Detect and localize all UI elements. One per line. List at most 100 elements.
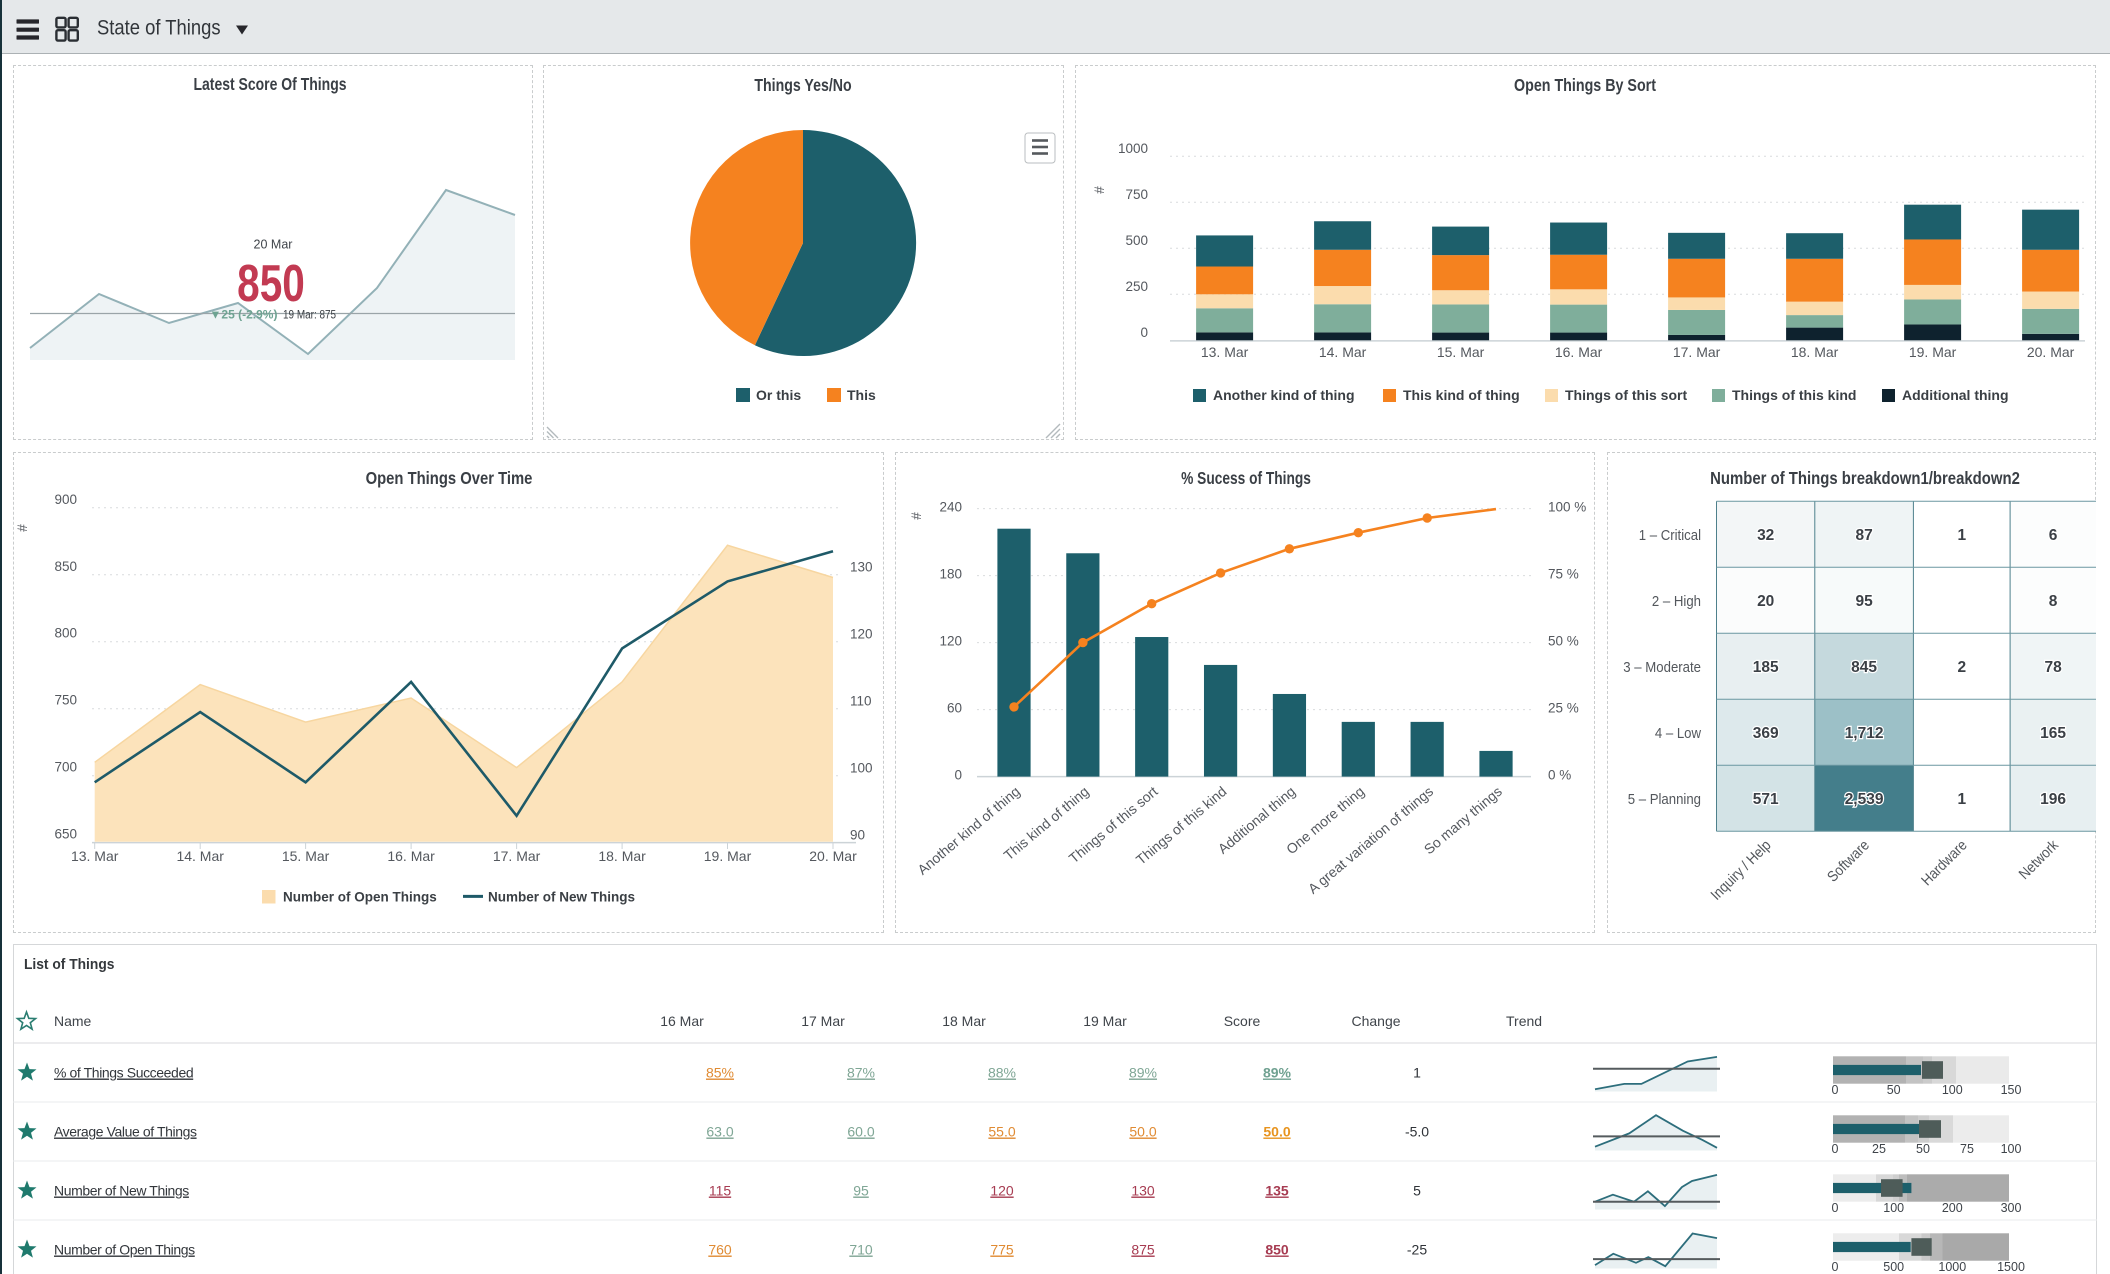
svg-text:1000: 1000 bbox=[1938, 1260, 1966, 1274]
svg-text:Another kind of thing: Another kind of thing bbox=[1213, 387, 1355, 403]
svg-text:18. Mar: 18. Mar bbox=[598, 848, 646, 864]
svg-text:185: 185 bbox=[1753, 659, 1779, 676]
svg-text:50 %: 50 % bbox=[1548, 634, 1579, 649]
svg-text:850: 850 bbox=[237, 254, 305, 312]
svg-text:87: 87 bbox=[1855, 527, 1872, 544]
svg-text:2: 2 bbox=[1957, 659, 1966, 676]
svg-text:850: 850 bbox=[54, 559, 77, 574]
svg-text:87%: 87% bbox=[847, 1065, 875, 1081]
svg-text:1: 1 bbox=[1413, 1065, 1421, 1081]
svg-text:90: 90 bbox=[850, 827, 865, 842]
svg-text:Average Value of Things: Average Value of Things bbox=[54, 1124, 197, 1140]
svg-text:This kind of thing: This kind of thing bbox=[1403, 387, 1520, 403]
svg-text:8: 8 bbox=[2049, 593, 2058, 610]
svg-text:900: 900 bbox=[54, 492, 77, 507]
svg-text:Number of New Things: Number of New Things bbox=[54, 1183, 189, 1199]
svg-text:1: 1 bbox=[1957, 527, 1966, 544]
svg-text:14. Mar: 14. Mar bbox=[176, 848, 224, 864]
svg-text:1,712: 1,712 bbox=[1845, 725, 1884, 742]
svg-text:1: 1 bbox=[1957, 791, 1966, 808]
svg-text:875: 875 bbox=[1131, 1242, 1155, 1258]
svg-text:760: 760 bbox=[708, 1242, 732, 1258]
svg-text:95: 95 bbox=[1855, 593, 1873, 610]
svg-text:750: 750 bbox=[1125, 187, 1148, 202]
svg-text:Additional thing: Additional thing bbox=[1902, 387, 2009, 403]
svg-text:110: 110 bbox=[850, 694, 872, 709]
svg-text:Number of Open Things: Number of Open Things bbox=[283, 890, 437, 905]
svg-text:63.0: 63.0 bbox=[706, 1124, 733, 1140]
svg-text:#: # bbox=[15, 524, 30, 532]
svg-text:#: # bbox=[1092, 186, 1107, 194]
svg-text:13. Mar: 13. Mar bbox=[1201, 344, 1249, 360]
svg-text:0: 0 bbox=[954, 768, 962, 783]
svg-text:Score: Score bbox=[1224, 1013, 1261, 1029]
svg-text:300: 300 bbox=[2001, 1201, 2022, 1215]
svg-text:500: 500 bbox=[1125, 233, 1148, 248]
svg-text:17. Mar: 17. Mar bbox=[1673, 344, 1721, 360]
svg-text:0: 0 bbox=[1832, 1201, 1839, 1215]
svg-text:60: 60 bbox=[947, 701, 962, 716]
svg-text:19 Mar: 19 Mar bbox=[1083, 1013, 1127, 1029]
svg-text:100 %: 100 % bbox=[1548, 500, 1586, 515]
svg-text:Network: Network bbox=[2015, 836, 2062, 883]
svg-text:% Sucess of Things: % Sucess of Things bbox=[1181, 470, 1311, 489]
svg-text:60.0: 60.0 bbox=[847, 1124, 874, 1140]
svg-text:845: 845 bbox=[1851, 659, 1877, 676]
svg-text:16 Mar: 16 Mar bbox=[660, 1013, 704, 1029]
svg-text:Change: Change bbox=[1351, 1013, 1400, 1029]
svg-text:100: 100 bbox=[2001, 1142, 2022, 1156]
svg-text:115: 115 bbox=[709, 1183, 732, 1199]
svg-text:100: 100 bbox=[1942, 1083, 1963, 1097]
svg-text:750: 750 bbox=[54, 693, 77, 708]
svg-text:17 Mar: 17 Mar bbox=[801, 1013, 845, 1029]
svg-text:50: 50 bbox=[1887, 1083, 1901, 1097]
svg-text:1000: 1000 bbox=[1118, 141, 1148, 156]
svg-text:13. Mar: 13. Mar bbox=[71, 848, 119, 864]
svg-text:1 – Critical: 1 – Critical bbox=[1639, 526, 1701, 543]
svg-text:Trend: Trend bbox=[1506, 1013, 1542, 1029]
svg-text:89%: 89% bbox=[1263, 1065, 1292, 1081]
svg-text:850: 850 bbox=[1265, 1242, 1289, 1258]
svg-text:120: 120 bbox=[990, 1183, 1014, 1199]
svg-text:1500: 1500 bbox=[1997, 1260, 2025, 1274]
svg-text:16. Mar: 16. Mar bbox=[387, 848, 435, 864]
svg-text:50.0: 50.0 bbox=[1129, 1124, 1156, 1140]
svg-text:75: 75 bbox=[1960, 1142, 1974, 1156]
svg-text:Number of Things breakdown1/br: Number of Things breakdown1/breakdown2 bbox=[1710, 469, 2020, 488]
svg-text:A great variation of things: A great variation of things bbox=[1305, 783, 1436, 897]
svg-text:0: 0 bbox=[1832, 1260, 1839, 1274]
svg-text:Open Things By Sort: Open Things By Sort bbox=[1514, 77, 1657, 96]
svg-text:15. Mar: 15. Mar bbox=[1437, 344, 1485, 360]
svg-text:0: 0 bbox=[1832, 1083, 1839, 1097]
svg-text:20. Mar: 20. Mar bbox=[809, 848, 857, 864]
svg-text:#: # bbox=[909, 512, 924, 520]
svg-text:150: 150 bbox=[2001, 1083, 2022, 1097]
svg-text:14. Mar: 14. Mar bbox=[1319, 344, 1367, 360]
svg-text:700: 700 bbox=[54, 760, 77, 775]
svg-text:5 – Planning: 5 – Planning bbox=[1628, 790, 1701, 807]
svg-text:0 %: 0 % bbox=[1548, 768, 1571, 783]
svg-text:32: 32 bbox=[1757, 527, 1774, 544]
svg-text:25 %: 25 % bbox=[1548, 701, 1579, 716]
svg-text:6: 6 bbox=[2049, 527, 2058, 544]
svg-text:Another kind of thing: Another kind of thing bbox=[914, 783, 1023, 878]
svg-text:120: 120 bbox=[850, 627, 873, 642]
svg-text:800: 800 bbox=[54, 626, 77, 641]
svg-text:165: 165 bbox=[2040, 725, 2066, 742]
svg-text:200: 200 bbox=[1942, 1201, 1963, 1215]
svg-text:Number of Open Things: Number of Open Things bbox=[54, 1242, 195, 1258]
svg-text:20 Mar: 20 Mar bbox=[254, 238, 293, 252]
svg-text:100: 100 bbox=[1883, 1201, 1904, 1215]
svg-text:650: 650 bbox=[54, 827, 77, 842]
svg-text:89%: 89% bbox=[1129, 1065, 1157, 1081]
svg-text:120: 120 bbox=[939, 634, 962, 649]
svg-text:710: 710 bbox=[849, 1242, 873, 1258]
svg-text:Or this: Or this bbox=[756, 387, 801, 403]
svg-text:100: 100 bbox=[850, 761, 873, 776]
svg-text:20. Mar: 20. Mar bbox=[2027, 344, 2075, 360]
svg-text:-5.0: -5.0 bbox=[1405, 1124, 1429, 1140]
svg-text:16. Mar: 16. Mar bbox=[1555, 344, 1603, 360]
svg-text:19 Mar: 875: 19 Mar: 875 bbox=[283, 309, 336, 322]
svg-text:Number of New Things: Number of New Things bbox=[488, 890, 635, 905]
svg-text:180: 180 bbox=[939, 567, 962, 582]
